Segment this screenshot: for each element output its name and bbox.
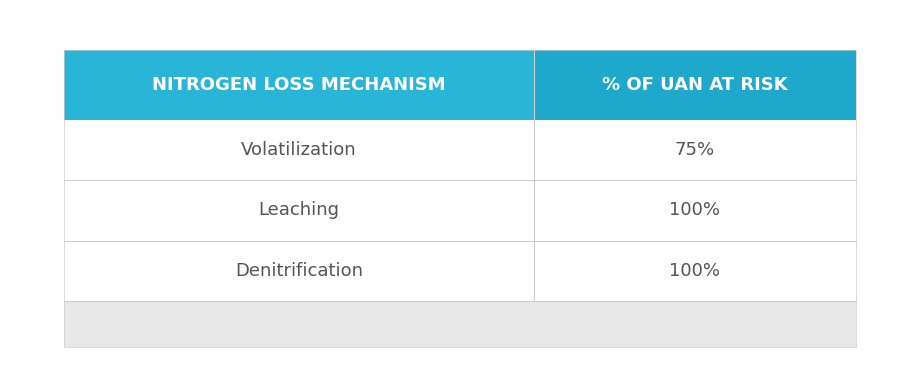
FancyBboxPatch shape <box>64 50 533 120</box>
Text: 75%: 75% <box>674 141 714 159</box>
Text: 100%: 100% <box>668 201 720 220</box>
Text: 100%: 100% <box>668 262 720 280</box>
Bar <box>64 50 855 347</box>
FancyBboxPatch shape <box>64 241 855 301</box>
FancyBboxPatch shape <box>64 120 855 180</box>
FancyBboxPatch shape <box>533 50 855 120</box>
Text: Denitrification: Denitrification <box>234 262 363 280</box>
Text: % OF UAN AT RISK: % OF UAN AT RISK <box>601 76 787 94</box>
FancyBboxPatch shape <box>64 301 855 347</box>
Text: Leaching: Leaching <box>258 201 339 220</box>
Text: Volatilization: Volatilization <box>241 141 357 159</box>
FancyBboxPatch shape <box>64 180 855 241</box>
Text: NITROGEN LOSS MECHANISM: NITROGEN LOSS MECHANISM <box>152 76 446 94</box>
